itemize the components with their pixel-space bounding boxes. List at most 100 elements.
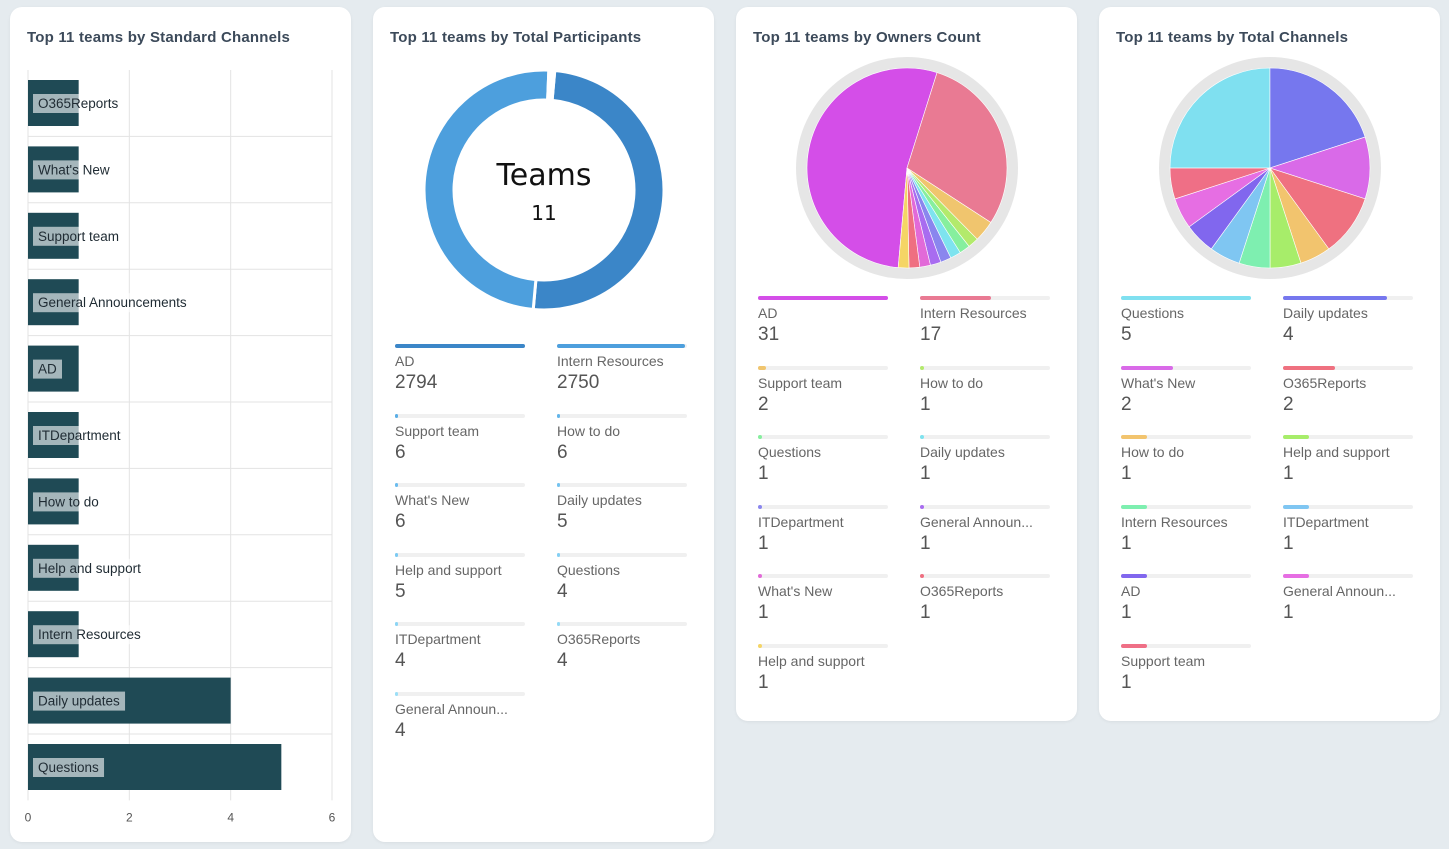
- bar-label: O365Reports: [38, 96, 119, 111]
- legend-bar-track: [758, 504, 888, 509]
- legend-value: 4: [395, 719, 406, 741]
- legend-bar-fill: [1283, 365, 1335, 370]
- legend-bar-fill: [557, 483, 560, 487]
- card-title: Top 11 teams by Total Channels: [1116, 29, 1349, 46]
- legend-bar-track: [557, 413, 687, 418]
- total-channels-pie-chart: [1159, 57, 1381, 279]
- legend-label: Intern Resources: [557, 353, 664, 369]
- legend-bar-fill: [395, 622, 398, 626]
- legend-label: ITDepartment: [395, 631, 481, 647]
- card-title: Top 11 teams by Standard Channels: [27, 29, 291, 46]
- legend-label: O365Reports: [920, 583, 1004, 599]
- legend-bar-fill: [395, 691, 398, 696]
- bar-label: Support team: [38, 229, 119, 244]
- legend-bar-fill: [395, 552, 398, 557]
- bar-questions: Questions: [28, 744, 282, 790]
- legend-bar-track: [920, 296, 1050, 300]
- legend-value: 1: [1283, 602, 1294, 623]
- bar-label: AD: [38, 362, 57, 377]
- legend-value: 1: [920, 532, 931, 554]
- total-channels-card: Top 11 teams by Total Channels Questions…: [1099, 7, 1440, 721]
- bar-label-background: [33, 359, 63, 379]
- legend-value: 1: [1121, 532, 1132, 554]
- legend-bar-fill: [758, 504, 763, 509]
- bar-label-background: [33, 625, 147, 645]
- bar-label: What's New: [38, 162, 110, 177]
- legend-bar-track: [1121, 365, 1251, 370]
- bar-intern-resources: Intern Resources: [28, 611, 147, 658]
- bar-label-background: [33, 558, 147, 578]
- legend-label: Support team: [395, 422, 480, 439]
- bar-label-background: [33, 691, 126, 711]
- legend-label: What's New: [395, 492, 470, 508]
- legend-bar-fill: [395, 413, 398, 418]
- legend-label: How to do: [557, 422, 621, 439]
- legend-value: 5: [1121, 324, 1132, 345]
- legend-value: 1: [1121, 602, 1132, 623]
- legend-bar-track: [758, 365, 888, 370]
- legend-bar-fill: [395, 344, 525, 348]
- legend-bar-fill: [1283, 435, 1309, 439]
- legend-label: O365Reports: [557, 631, 641, 647]
- bar-general-announcements: General Announcements: [28, 279, 192, 326]
- card-title: Top 11 teams by Owners Count: [753, 29, 981, 46]
- bar-label: ITDepartment: [38, 428, 121, 443]
- legend-bar-track: [758, 435, 888, 439]
- legend-bar-fill: [557, 344, 685, 348]
- bar-ad: AD: [28, 345, 79, 392]
- legend-label: General Announ...: [395, 700, 508, 717]
- legend-label: How to do: [920, 374, 984, 391]
- bar-itdepartment: ITDepartment: [28, 412, 126, 458]
- bar-label: Intern Resources: [38, 627, 141, 642]
- legend-label: How to do: [1121, 444, 1185, 460]
- legend-bar-fill: [557, 413, 560, 418]
- legend-value: 4: [557, 650, 568, 671]
- legend-bar-fill: [1283, 504, 1309, 509]
- legend-value: 4: [557, 580, 568, 602]
- slice-ad: [531, 68, 666, 312]
- legend-label: Help and support: [1283, 444, 1390, 460]
- legend-value: 4: [1283, 324, 1294, 345]
- legend-label: What's New: [758, 583, 833, 599]
- legend-value: 1: [758, 532, 769, 554]
- bar-label: Questions: [38, 760, 99, 775]
- legend-bar-track: [395, 483, 525, 487]
- legend-value: 1: [758, 602, 769, 623]
- legend-bar-fill: [557, 552, 560, 557]
- legend-bar-track: [920, 435, 1050, 439]
- bar-label-background: [33, 492, 104, 512]
- legend-bar-track: [1283, 296, 1413, 300]
- legend-bar-track: [395, 552, 525, 557]
- legend-label: ITDepartment: [1283, 513, 1369, 530]
- legend-label: Daily updates: [920, 444, 1005, 460]
- legend-bar-fill: [1283, 574, 1309, 578]
- legend-bar-fill: [920, 504, 925, 509]
- total-participants-card: Top 11 teams by Total Participants Teams…: [373, 7, 714, 842]
- slice-general-announ: [550, 68, 557, 102]
- bar-o365reports: O365Reports: [28, 80, 124, 126]
- x-tick-label: 4: [227, 810, 234, 824]
- x-tick-label: 2: [126, 810, 133, 824]
- legend-bar-track: [1283, 504, 1413, 509]
- legend-bar-fill: [758, 365, 767, 370]
- bar-label-background: [33, 293, 192, 313]
- legend-bar-track: [1121, 504, 1251, 509]
- slice-support-team: [1169, 167, 1271, 200]
- legend-value: 1: [1283, 463, 1294, 484]
- legend-bar-track: [1283, 365, 1413, 370]
- owners-count-card: Top 11 teams by Owners Count AD 31 Intern …: [736, 7, 1077, 721]
- legend-bar-track: [920, 365, 1050, 370]
- legend-value: 6: [395, 441, 406, 463]
- legend-value: 17: [920, 324, 942, 345]
- legend-value: 1: [1121, 463, 1132, 484]
- legend-value: 31: [758, 324, 780, 345]
- legend-bar-fill: [1121, 504, 1147, 509]
- bar-support-team: Support team: [28, 212, 125, 259]
- legend-bar-fill: [1121, 296, 1251, 300]
- legend-bar-track: [920, 574, 1050, 578]
- standard-channels-card: Top 11 teams by Standard Channels 0 2 4 6 O3…: [10, 7, 351, 842]
- legend-value: 2: [758, 393, 769, 415]
- slice-help-and-support: [897, 167, 910, 269]
- legend-bar-track: [758, 643, 888, 648]
- slice-questions: [1169, 67, 1271, 169]
